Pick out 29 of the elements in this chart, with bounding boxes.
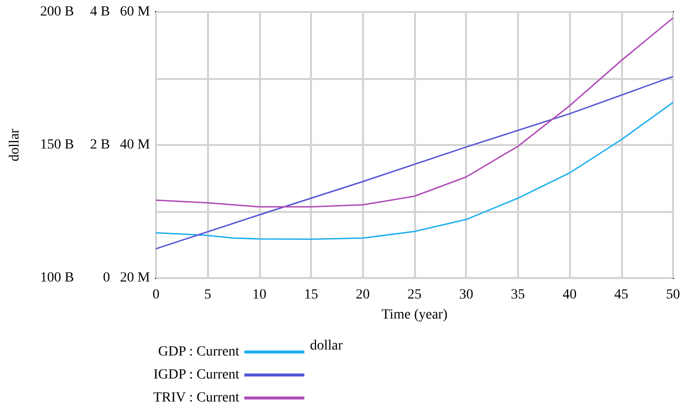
x-tick-label: 50 <box>666 288 680 302</box>
y-tick-label: 150 B <box>40 138 74 152</box>
legend-label: GDP : Current <box>158 344 240 360</box>
y3-tick-label: 40 M <box>120 138 151 152</box>
y2-tick-label: 4 B <box>90 4 110 20</box>
x-tick-label: 30 <box>459 288 474 302</box>
line-series <box>155 76 674 250</box>
y3-tick-label: 60 M <box>120 4 151 20</box>
y-axis-title: dollar <box>8 128 22 162</box>
legend-label: TRIV : Current <box>153 390 240 406</box>
x-tick-label: 5 <box>204 288 212 302</box>
x-tick-label: 35 <box>510 288 525 302</box>
line-series <box>155 17 674 208</box>
x-tick-label: 10 <box>252 288 266 302</box>
x-tick-label: 40 <box>562 288 577 302</box>
x-tick-label: 15 <box>304 288 318 302</box>
x-tick-label: 25 <box>408 288 422 302</box>
x-tick-label: 45 <box>614 288 628 302</box>
legend-label: IGDP : Current <box>154 368 240 382</box>
text: dollar <box>310 338 343 354</box>
x-tick-label: 0 <box>152 288 160 302</box>
y2-tick-label: 0 <box>103 270 110 286</box>
y2-tick-label: 2 B <box>90 138 110 152</box>
y-tick-label: 200 B <box>40 4 74 20</box>
line-series <box>155 102 674 240</box>
y3-tick-label: 20 M <box>120 270 151 286</box>
x-axis-title: Time (year) <box>382 308 448 322</box>
y-tick-label: 100 B <box>40 270 74 286</box>
x-tick-label: 20 <box>356 288 370 302</box>
